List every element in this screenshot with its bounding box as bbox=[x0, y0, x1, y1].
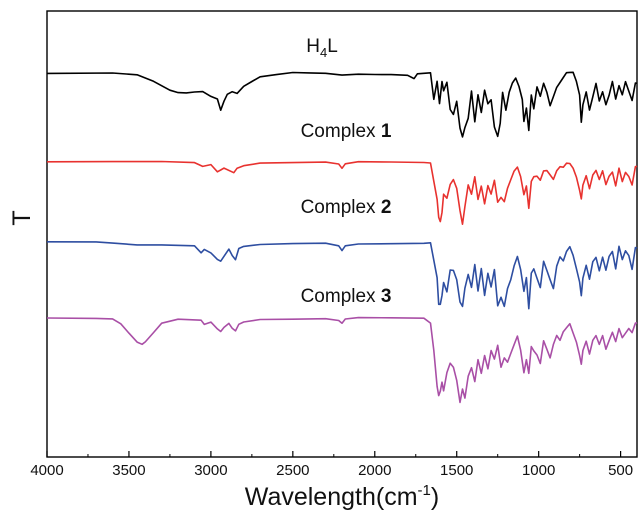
series-line-complex-2 bbox=[46, 241, 638, 310]
y-axis-label: T bbox=[8, 210, 36, 225]
x-tick-label-3500: 3500 bbox=[112, 462, 145, 479]
x-tick-label-1000: 1000 bbox=[522, 462, 555, 479]
x-tick-label-2500: 2500 bbox=[276, 462, 309, 479]
series-line-complex-3 bbox=[46, 316, 638, 404]
series-group bbox=[46, 71, 638, 404]
x-tick-label-500: 500 bbox=[608, 462, 633, 479]
x-axis-label: Wavelength(cm-1) bbox=[245, 482, 439, 511]
series-label-complex-3: Complex 3 bbox=[301, 286, 392, 307]
x-tick-label-1500: 1500 bbox=[440, 462, 473, 479]
x-tick-label-4000: 4000 bbox=[30, 462, 63, 479]
series-label-complex-1: Complex 1 bbox=[301, 121, 392, 142]
series-label-complex-2: Complex 2 bbox=[301, 197, 392, 218]
series-label-h4l: H4L bbox=[306, 36, 338, 60]
plot-area bbox=[46, 10, 638, 458]
x-tick-label-2000: 2000 bbox=[358, 462, 391, 479]
series-line-complex-1 bbox=[46, 160, 638, 225]
x-tick-label-3000: 3000 bbox=[194, 462, 227, 479]
series-labels: H4L Complex 1 Complex 2 Complex 3 bbox=[301, 36, 392, 307]
x-axis-ticks: 4000 3500 3000 2500 2000 1500 1000 500 bbox=[30, 451, 633, 479]
series-line-h4l bbox=[46, 71, 638, 138]
